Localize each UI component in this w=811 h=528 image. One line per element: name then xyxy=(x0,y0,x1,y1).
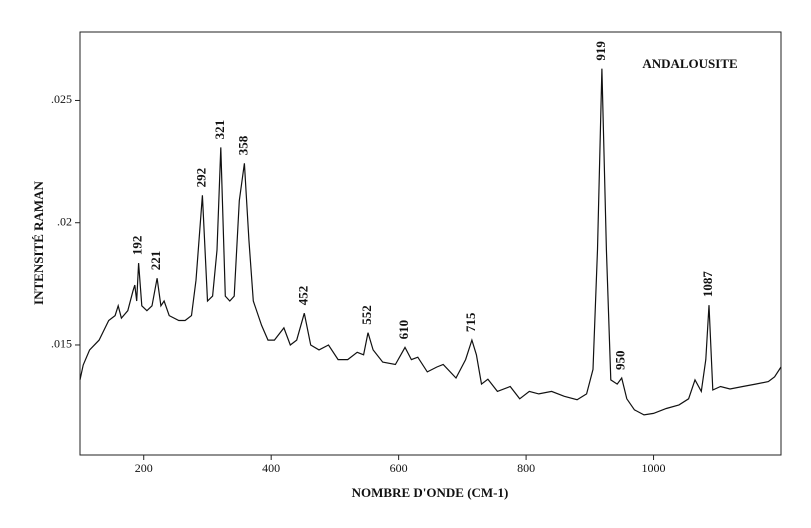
plot-frame xyxy=(79,31,782,456)
x-tick-label: 800 xyxy=(517,461,535,475)
spectrum-line xyxy=(79,68,782,416)
y-tick-label: .015 xyxy=(51,337,72,351)
peak-label: 919 xyxy=(593,41,608,61)
x-tick-label: 200 xyxy=(135,461,153,475)
y-tick-label: .025 xyxy=(51,92,72,106)
x-tick-label: 600 xyxy=(390,461,408,475)
peak-label: 1087 xyxy=(700,271,715,298)
y-tick-label: .02 xyxy=(57,214,72,228)
peak-label: 950 xyxy=(613,350,628,370)
x-tick-label: 1000 xyxy=(642,461,666,475)
peak-label: 552 xyxy=(359,305,374,325)
peak-label: 358 xyxy=(235,135,250,155)
y-axis-label: INTENSITÉ RAMAN xyxy=(31,180,46,304)
x-axis-label: NOMBRE D'ONDE (CM-1) xyxy=(352,485,509,500)
peak-label: 221 xyxy=(148,251,163,271)
peak-label: 192 xyxy=(130,236,145,256)
peak-label: 715 xyxy=(463,312,478,332)
peak-label: 321 xyxy=(212,120,227,140)
peak-label: 292 xyxy=(193,168,208,188)
x-tick-label: 400 xyxy=(262,461,280,475)
legend-entry: ANDALOUSITE xyxy=(642,56,737,71)
peak-label: 610 xyxy=(396,320,411,340)
peak-label: 452 xyxy=(295,286,310,306)
